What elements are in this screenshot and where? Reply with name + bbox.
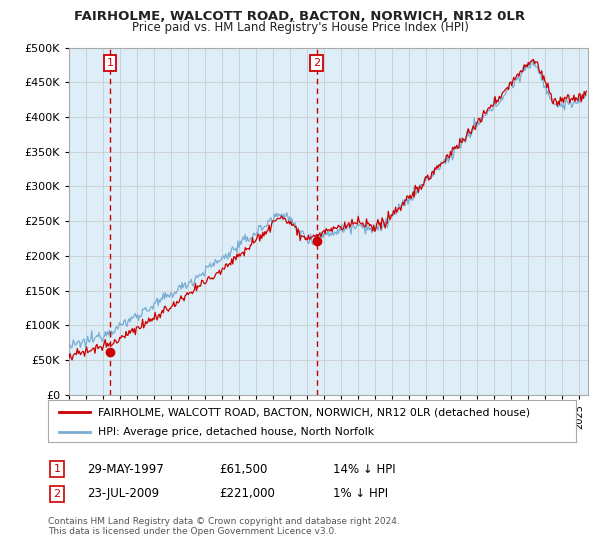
- Text: 2: 2: [313, 58, 320, 68]
- Text: 2: 2: [53, 489, 61, 499]
- Text: Contains HM Land Registry data © Crown copyright and database right 2024.: Contains HM Land Registry data © Crown c…: [48, 517, 400, 526]
- Text: 1: 1: [106, 58, 113, 68]
- Text: 1: 1: [53, 464, 61, 474]
- Text: £221,000: £221,000: [219, 487, 275, 501]
- Text: HPI: Average price, detached house, North Norfolk: HPI: Average price, detached house, Nort…: [98, 427, 374, 437]
- Text: 1% ↓ HPI: 1% ↓ HPI: [333, 487, 388, 501]
- Text: £61,500: £61,500: [219, 463, 268, 476]
- Text: This data is licensed under the Open Government Licence v3.0.: This data is licensed under the Open Gov…: [48, 528, 337, 536]
- Text: 14% ↓ HPI: 14% ↓ HPI: [333, 463, 395, 476]
- Text: FAIRHOLME, WALCOTT ROAD, BACTON, NORWICH, NR12 0LR (detached house): FAIRHOLME, WALCOTT ROAD, BACTON, NORWICH…: [98, 407, 530, 417]
- Text: 29-MAY-1997: 29-MAY-1997: [87, 463, 164, 476]
- Text: 23-JUL-2009: 23-JUL-2009: [87, 487, 159, 501]
- Text: Price paid vs. HM Land Registry's House Price Index (HPI): Price paid vs. HM Land Registry's House …: [131, 21, 469, 34]
- Text: FAIRHOLME, WALCOTT ROAD, BACTON, NORWICH, NR12 0LR: FAIRHOLME, WALCOTT ROAD, BACTON, NORWICH…: [74, 10, 526, 23]
